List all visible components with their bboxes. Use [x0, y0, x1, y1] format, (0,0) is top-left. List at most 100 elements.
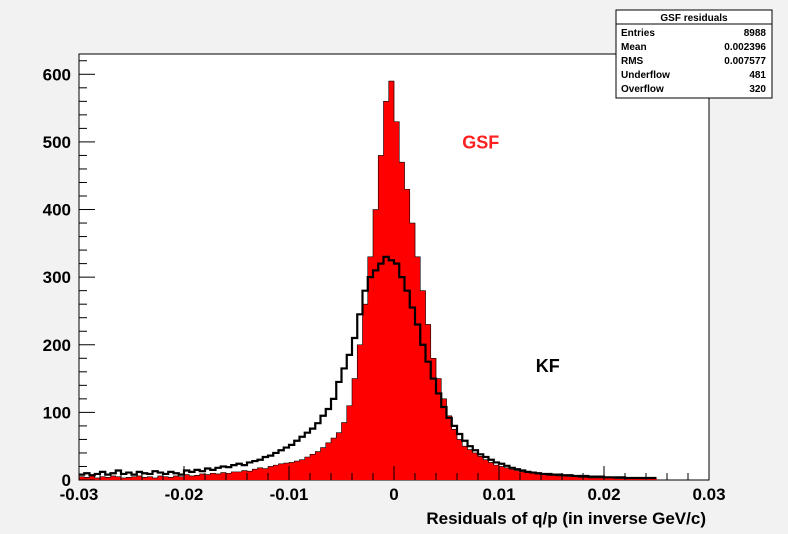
gsf-bar [588, 477, 594, 480]
gsf-bar [399, 162, 405, 480]
gsf-bar [378, 155, 384, 480]
gsf-bar [530, 473, 536, 480]
stat-label-underflow: Underflow [621, 70, 670, 81]
gsf-bar [357, 344, 363, 480]
gsf-bar [262, 468, 269, 480]
stats-box-title: GSF residuals [660, 13, 728, 24]
gsf-bar [404, 189, 410, 480]
stat-label-rms: RMS [621, 56, 644, 67]
gsf-bar [373, 209, 379, 480]
gsf-bar [525, 472, 531, 480]
gsf-bar [220, 472, 227, 480]
gsf-bar [546, 475, 552, 480]
gsf-bar [604, 477, 610, 480]
kf-annotation: KF [536, 356, 560, 376]
gsf-annotation: GSF [462, 133, 499, 153]
gsf-bar [394, 121, 400, 480]
gsf-bar [451, 429, 458, 480]
gsf-bar [441, 398, 447, 480]
stat-value-overflow: 320 [749, 84, 766, 95]
gsf-bar [341, 422, 347, 480]
gsf-bar [294, 461, 300, 480]
gsf-bar [383, 101, 389, 480]
gsf-bar [331, 438, 337, 480]
gsf-bar [346, 405, 353, 480]
gsf-bar [247, 471, 253, 480]
gsf-bar [593, 477, 599, 480]
gsf-bar [467, 449, 473, 480]
gsf-bar [310, 454, 316, 480]
y-tick-label: 500 [43, 133, 71, 152]
gsf-bar [488, 462, 494, 480]
gsf-bar [367, 256, 374, 480]
gsf-bar [572, 476, 578, 480]
gsf-bar [635, 478, 641, 480]
gsf-bar [315, 451, 321, 480]
stats-box-frame [615, 9, 773, 99]
x-tick-label: -0.01 [270, 485, 309, 504]
gsf-bar [457, 439, 463, 480]
gsf-bar [556, 475, 563, 480]
y-tick-label: 300 [43, 268, 71, 287]
x-tick-label: 0.03 [692, 485, 725, 504]
gsf-bar [362, 304, 368, 480]
gsf-bar [105, 477, 111, 480]
gsf-bar [79, 476, 85, 480]
gsf-bar [157, 475, 164, 480]
y-tick-label: 200 [43, 336, 71, 355]
gsf-bar [609, 477, 615, 480]
gsf-bar [189, 475, 195, 480]
y-tick-label: 400 [43, 201, 71, 220]
x-axis-title: Residuals of q/p (in inverse GeV/c) [426, 509, 706, 528]
gsf-bar [409, 223, 416, 481]
gsf-bar [252, 469, 258, 480]
stat-label-mean: Mean [621, 42, 647, 53]
gsf-bar [304, 457, 311, 480]
gsf-series [78, 80, 657, 481]
gsf-bar [535, 473, 542, 480]
gsf-bar [651, 478, 657, 480]
gsf-bar [178, 476, 185, 480]
gsf-bar [268, 466, 274, 480]
gsf-bar [619, 478, 626, 480]
gsf-bar [257, 467, 263, 480]
gsf-bar [646, 478, 652, 480]
gsf-bar [215, 473, 221, 480]
x-tick-label: -0.03 [60, 485, 99, 504]
gsf-bar [446, 415, 452, 480]
gsf-bar [121, 477, 127, 480]
gsf-bar [210, 473, 216, 480]
gsf-bar [499, 466, 505, 480]
gsf-bar [299, 459, 305, 480]
gsf-bar [567, 476, 573, 480]
gsf-bar [173, 475, 179, 480]
gsf-bar [100, 476, 106, 480]
x-tick-label: 0.01 [482, 485, 515, 504]
gsf-bar [514, 470, 521, 480]
gsf-bar [325, 442, 332, 480]
gsf-bar [577, 477, 584, 480]
gsf-bar [226, 473, 232, 480]
gsf-bar [273, 465, 279, 480]
gsf-bar [236, 471, 242, 480]
gsf-bar [241, 470, 248, 480]
stat-value-underflow: 481 [749, 70, 766, 81]
gsf-bar [89, 475, 95, 480]
gsf-bar [126, 477, 132, 480]
gsf-bar [462, 446, 468, 480]
stat-value-mean: 0.002396 [724, 42, 766, 53]
gsf-bar [430, 358, 437, 480]
gsf-bar [625, 478, 631, 480]
kf-series [79, 255, 657, 480]
gsf-bar [478, 456, 484, 480]
x-tick-label: 0 [389, 485, 398, 504]
gsf-bar [231, 471, 237, 480]
y-tick-label: 100 [43, 403, 71, 422]
gsf-bar [205, 474, 211, 480]
gsf-bar [630, 478, 636, 480]
gsf-bar [131, 476, 137, 480]
gsf-bar [483, 459, 489, 480]
gsf-bar [163, 476, 169, 480]
gsf-bar [583, 477, 589, 480]
